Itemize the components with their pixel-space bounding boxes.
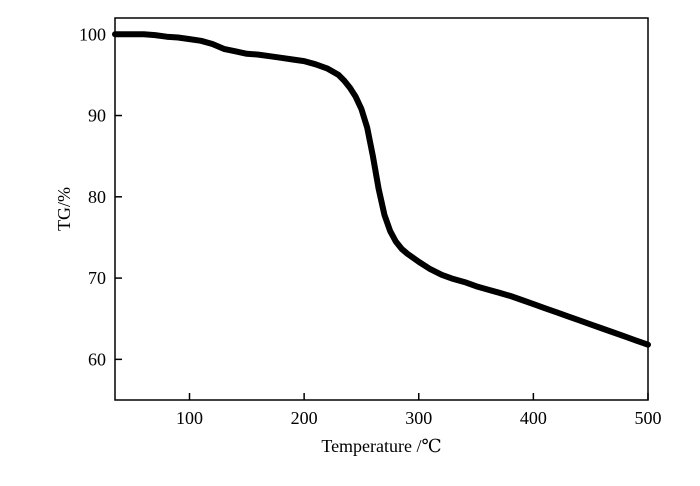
y-tick-label: 60 [88,349,106,369]
plot-frame [114,17,649,401]
tg-curve [112,31,651,348]
y-axis-title: TG/% [54,187,74,231]
x-tick-label: 200 [291,408,318,428]
x-axis-ticks: 100 200 300 400 500 [176,393,662,428]
x-axis-title: Temperature /℃ [321,436,441,456]
y-axis-ticks: 60 70 80 90 100 [79,24,122,369]
y-tick-label: 90 [88,106,106,126]
x-tick-label: 400 [520,408,547,428]
y-tick-label: 70 [88,268,106,288]
y-tick-label: 80 [88,187,106,207]
x-tick-label: 100 [176,408,203,428]
x-tick-label: 300 [405,408,432,428]
y-tick-label: 100 [79,24,106,44]
x-tick-label: 500 [635,408,662,428]
